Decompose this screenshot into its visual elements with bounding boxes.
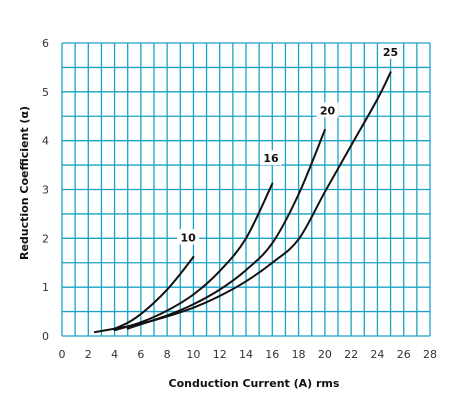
x-tick-label: 12 — [213, 348, 227, 361]
curves — [93, 71, 392, 334]
x-tick-label: 28 — [423, 348, 437, 361]
curve-label-20: 20 — [320, 104, 336, 117]
x-tick-label: 8 — [164, 348, 171, 361]
x-tick-label: 2 — [85, 348, 92, 361]
x-tick-label: 18 — [292, 348, 306, 361]
x-tick-label: 0 — [59, 348, 66, 361]
x-axis-tick-labels: 0 2 4 6 8 10 12 14 16 18 20 22 24 26 28 — [59, 348, 438, 361]
y-tick-label: 6 — [42, 37, 49, 50]
x-tick-label: 22 — [344, 348, 358, 361]
y-tick-label: 1 — [42, 281, 49, 294]
y-tick-label: 2 — [42, 232, 49, 245]
y-axis-title: Reduction Coefficient (α) — [18, 106, 31, 260]
x-axis-title: Conduction Current (A) rms — [169, 377, 340, 390]
y-tick-label: 4 — [42, 135, 49, 148]
y-tick-label: 0 — [42, 330, 49, 343]
x-tick-label: 4 — [111, 348, 118, 361]
y-tick-label: 5 — [42, 86, 49, 99]
grid — [61, 42, 431, 337]
y-axis-tick-labels: 0 1 2 3 4 5 6 — [42, 37, 49, 343]
x-tick-label: 14 — [239, 348, 253, 361]
y-tick-label: 3 — [42, 184, 49, 197]
x-tick-label: 26 — [397, 348, 411, 361]
curve-labels: 10 16 20 25 — [177, 43, 402, 245]
curve-label-background — [379, 43, 402, 59]
curve-label-16: 16 — [263, 152, 279, 165]
curve-25 — [93, 71, 392, 334]
curve-label-background — [316, 102, 339, 118]
curve-label-background — [259, 150, 282, 166]
x-tick-label: 20 — [318, 348, 332, 361]
x-tick-label: 6 — [137, 348, 144, 361]
curve-20 — [126, 128, 326, 330]
curve-label-10: 10 — [181, 231, 197, 244]
curve-label-background — [177, 229, 200, 245]
curve-10 — [113, 255, 195, 330]
x-tick-label: 16 — [265, 348, 279, 361]
x-tick-label: 24 — [370, 348, 384, 361]
curve-label-25: 25 — [383, 46, 398, 59]
x-tick-label: 10 — [186, 348, 200, 361]
curve-16 — [113, 182, 274, 332]
